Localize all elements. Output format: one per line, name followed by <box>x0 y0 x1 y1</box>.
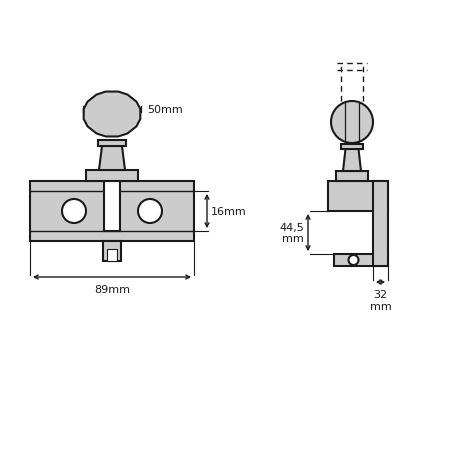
Circle shape <box>348 256 358 265</box>
Bar <box>335 172 367 182</box>
Bar <box>98 141 126 147</box>
Polygon shape <box>342 150 360 172</box>
Bar <box>327 182 387 212</box>
Circle shape <box>62 200 86 224</box>
Circle shape <box>330 102 372 144</box>
Text: 16mm: 16mm <box>211 207 246 217</box>
Bar <box>107 249 117 262</box>
Bar <box>372 182 387 266</box>
Text: 89mm: 89mm <box>94 285 130 294</box>
Bar <box>333 254 387 266</box>
Polygon shape <box>84 92 140 137</box>
Bar <box>103 241 121 262</box>
Polygon shape <box>99 147 125 171</box>
Bar <box>86 171 138 182</box>
Bar <box>340 145 362 150</box>
Circle shape <box>138 200 162 224</box>
Text: 50mm: 50mm <box>147 105 182 115</box>
Text: 32
mm: 32 mm <box>369 289 391 311</box>
Bar <box>104 182 120 231</box>
Text: 44,5
mm: 44,5 mm <box>279 222 303 244</box>
Bar <box>30 182 194 241</box>
